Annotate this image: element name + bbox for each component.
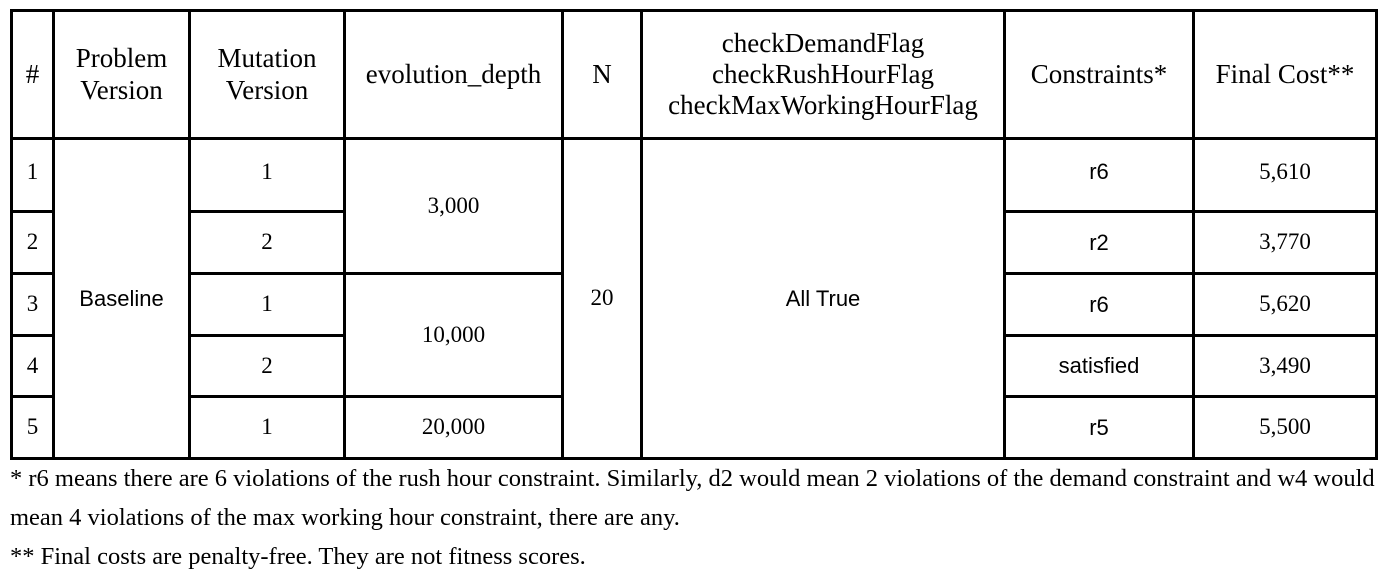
mutation-version-cell: 1 [188,272,346,337]
constraints-cell: r5 [1003,395,1195,460]
table-row: 3 1 10,000 r6 5,620 [10,272,1378,398]
table-row: 5 1 20,000 r5 5,500 [10,395,1378,460]
mutation-version-cell: 2 [188,210,346,275]
mutation-version-cell: 1 [188,137,346,213]
flags-cell: All True [640,137,1006,460]
row-index: 4 [10,334,55,398]
constraints-cell: satisfied [1003,334,1195,398]
final-cost-cell: 5,610 [1192,137,1378,213]
results-table: # Problem Version Mutation Version evolu… [10,9,1378,460]
header-problem-version-line-1: Problem [75,43,168,74]
evolution-depth-cell: 20,000 [343,395,564,460]
header-problem-version: Problem Version [52,9,191,140]
row-index: 5 [10,395,55,460]
constraints-cell: r2 [1003,210,1195,275]
table-row: 4 2 satisfied 3,490 [10,334,1378,398]
footnote-constraints: * r6 means there are 6 violations of the… [10,465,1375,531]
row-index: 1 [10,137,55,213]
header-flag-max-working-hour: checkMaxWorkingHourFlag [668,90,978,121]
header-n: N [561,9,643,140]
header-flag-demand: checkDemandFlag [721,27,925,58]
header-row: # Problem Version Mutation Version evolu… [10,9,1378,140]
header-flags: checkDemandFlag checkRushHourFlag checkM… [640,9,1006,140]
evolution-depth-cell: 10,000 [343,272,564,398]
constraints-cell: r6 [1003,272,1195,337]
header-evolution-depth: evolution_depth [343,9,564,140]
header-mutation-version-line-1: Mutation [217,43,317,74]
footnote-final-cost: ** Final costs are penalty-free. They ar… [10,543,586,570]
header-flag-rush-hour: checkRushHourFlag [712,58,934,89]
row-index: 3 [10,272,55,337]
footnotes: * r6 means there are 6 violations of the… [10,459,1395,576]
constraints-cell: r6 [1003,137,1195,213]
header-problem-version-line-2: Version [80,74,163,105]
problem-version-cell: Baseline [52,137,191,460]
evolution-depth-cell: 3,000 [343,137,564,275]
final-cost-cell: 5,500 [1192,395,1378,460]
header-index: # [10,9,55,140]
final-cost-cell: 3,770 [1192,210,1378,275]
header-constraints: Constraints* [1003,9,1195,140]
header-mutation-version-line-2: Version [225,74,309,105]
final-cost-cell: 5,620 [1192,272,1378,337]
table-row: 2 2 r2 3,770 [10,210,1378,275]
mutation-version-cell: 2 [188,334,346,398]
header-final-cost: Final Cost** [1192,9,1378,140]
n-cell: 20 [561,137,643,460]
header-mutation-version: Mutation Version [188,9,346,140]
mutation-version-cell: 1 [188,395,346,460]
table-row: 1 Baseline 1 3,000 20 All True r6 5,610 [10,137,1378,460]
row-index: 2 [10,210,55,275]
final-cost-cell: 3,490 [1192,334,1378,398]
